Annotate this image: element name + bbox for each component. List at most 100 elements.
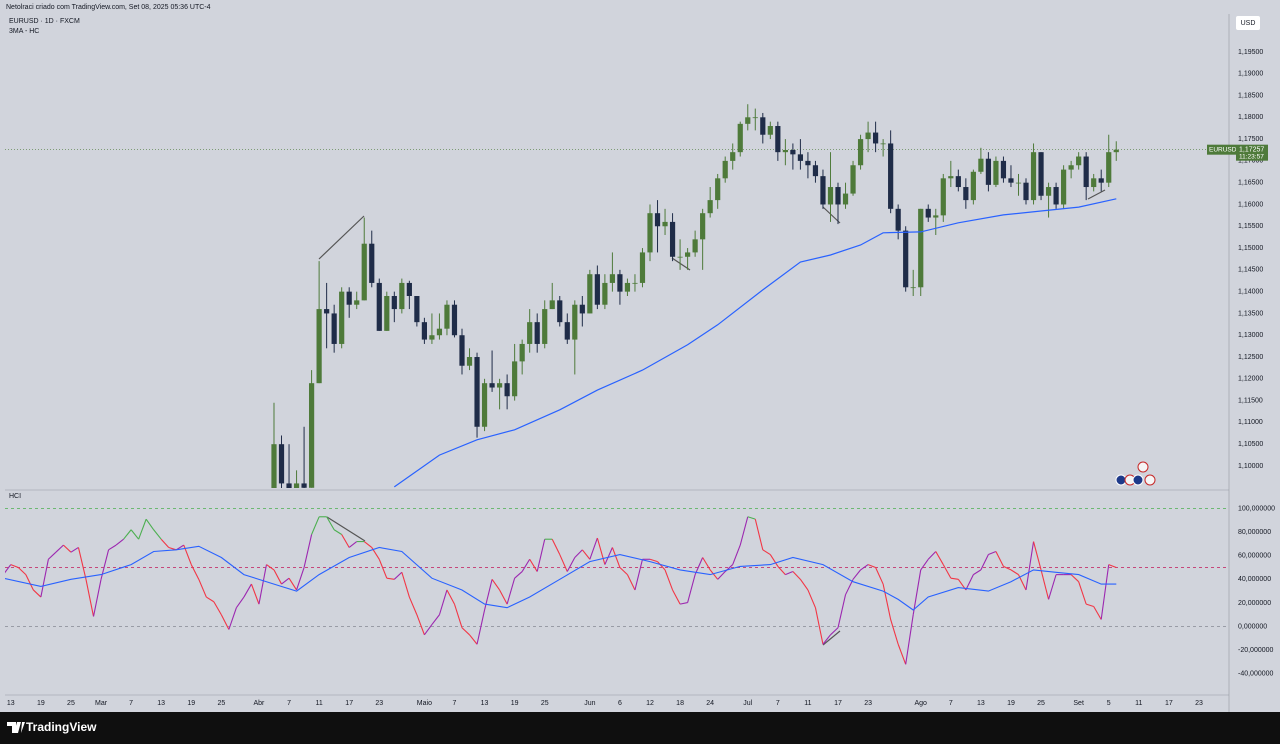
candle-body xyxy=(474,357,480,427)
osc-segment xyxy=(905,614,914,665)
candle-body xyxy=(1091,178,1097,188)
osc-segment xyxy=(273,569,283,585)
osc-segment xyxy=(920,558,929,571)
y-tick-label: 60,000000 xyxy=(1238,553,1271,560)
osc-segment xyxy=(852,569,861,580)
osc-segment xyxy=(453,603,463,628)
candle-body xyxy=(459,335,465,366)
divergence-line xyxy=(822,206,841,224)
x-tick-label: 23 xyxy=(864,700,872,707)
osc-segment xyxy=(604,547,613,565)
event-icon[interactable] xyxy=(1132,474,1144,486)
osc-segment xyxy=(296,567,305,591)
candle-body xyxy=(271,444,277,488)
candle-body xyxy=(662,221,668,227)
osc-segment xyxy=(514,571,523,579)
x-tick-label: 18 xyxy=(676,700,684,707)
candle-body xyxy=(677,256,683,258)
y-tick-label: 40,000000 xyxy=(1238,576,1271,583)
osc-segment xyxy=(491,579,501,591)
osc-segment xyxy=(777,565,786,575)
divergence-line xyxy=(822,630,841,646)
candle-body xyxy=(286,483,292,488)
candle-body xyxy=(745,117,751,124)
y-tick-label: 20,000000 xyxy=(1238,600,1271,607)
osc-segment xyxy=(115,538,124,546)
osc-segment xyxy=(988,550,997,556)
osc-segment xyxy=(32,589,42,598)
y-tick-label: 1,15000 xyxy=(1238,245,1263,252)
divergence-line xyxy=(1087,189,1106,200)
osc-segment xyxy=(123,529,132,540)
candle-body xyxy=(436,328,443,336)
candle-body xyxy=(797,154,804,161)
candle-body xyxy=(835,187,841,205)
candle-body xyxy=(842,193,849,205)
osc-segment xyxy=(935,551,944,565)
osc-segment xyxy=(55,544,64,553)
candle-body xyxy=(903,230,909,288)
candle-body xyxy=(384,296,390,331)
candle-body xyxy=(940,178,946,216)
currency-box[interactable] xyxy=(1236,16,1260,30)
candle-body xyxy=(639,252,646,283)
osc-segment xyxy=(461,627,470,636)
candle-body xyxy=(692,239,698,253)
x-tick-label: 7 xyxy=(287,700,291,707)
candle-body xyxy=(782,149,788,153)
osc-segment xyxy=(5,564,12,574)
x-tick-label: 11 xyxy=(315,700,322,707)
osc-segment xyxy=(401,572,410,598)
x-tick-label: 23 xyxy=(1195,700,1203,707)
osc-segment xyxy=(386,577,395,580)
x-tick-label: 25 xyxy=(217,700,225,707)
event-icon[interactable] xyxy=(1144,474,1156,486)
osc-segment xyxy=(837,594,847,628)
annotations xyxy=(318,189,1106,646)
event-icons[interactable] xyxy=(1115,461,1156,486)
x-tick-label: 12 xyxy=(646,700,654,707)
osc-segment xyxy=(1032,541,1042,571)
osc-segment xyxy=(378,559,388,579)
x-tick-label: 19 xyxy=(37,700,45,707)
y-tick-label: 1,12500 xyxy=(1238,354,1263,361)
x-tick-label: Abr xyxy=(254,700,266,707)
signal-line xyxy=(5,545,1117,611)
x-tick-label: 23 xyxy=(375,700,383,707)
candle-body xyxy=(1038,152,1044,196)
osc-segment xyxy=(732,544,741,565)
candle-body xyxy=(752,117,758,119)
x-tick-label: 17 xyxy=(345,700,353,707)
x-tick-label: 13 xyxy=(481,700,489,707)
osc-segment xyxy=(619,567,628,576)
osc-segment xyxy=(431,614,440,625)
osc-segment xyxy=(785,571,794,576)
osc-segment xyxy=(664,569,674,591)
osc-segment xyxy=(769,554,779,567)
osc-segment xyxy=(799,579,809,591)
candle-body xyxy=(948,176,954,179)
osc-segment xyxy=(762,549,771,556)
osc-segment xyxy=(85,579,95,617)
osc-segment xyxy=(206,596,215,603)
candle-body xyxy=(519,343,525,362)
divergence-line xyxy=(326,516,366,542)
x-tick-label: 25 xyxy=(67,700,75,707)
osc-segment xyxy=(198,579,207,598)
indicator-label: 3MA - HC xyxy=(9,28,39,35)
candle-body xyxy=(880,143,886,145)
osc-segment xyxy=(566,557,576,572)
osc-segment xyxy=(980,554,989,571)
osc-segment xyxy=(145,518,155,531)
candle-body xyxy=(895,208,901,231)
event-icon[interactable] xyxy=(1137,461,1149,473)
osc-segment xyxy=(438,589,448,615)
candle-body xyxy=(654,213,661,227)
osc-segment xyxy=(70,547,79,553)
y-tick-label: 1,19500 xyxy=(1238,49,1263,56)
osc-segment xyxy=(581,549,591,560)
osc-segment xyxy=(739,516,749,546)
osc-segment xyxy=(408,596,418,615)
candle-body xyxy=(429,335,435,340)
